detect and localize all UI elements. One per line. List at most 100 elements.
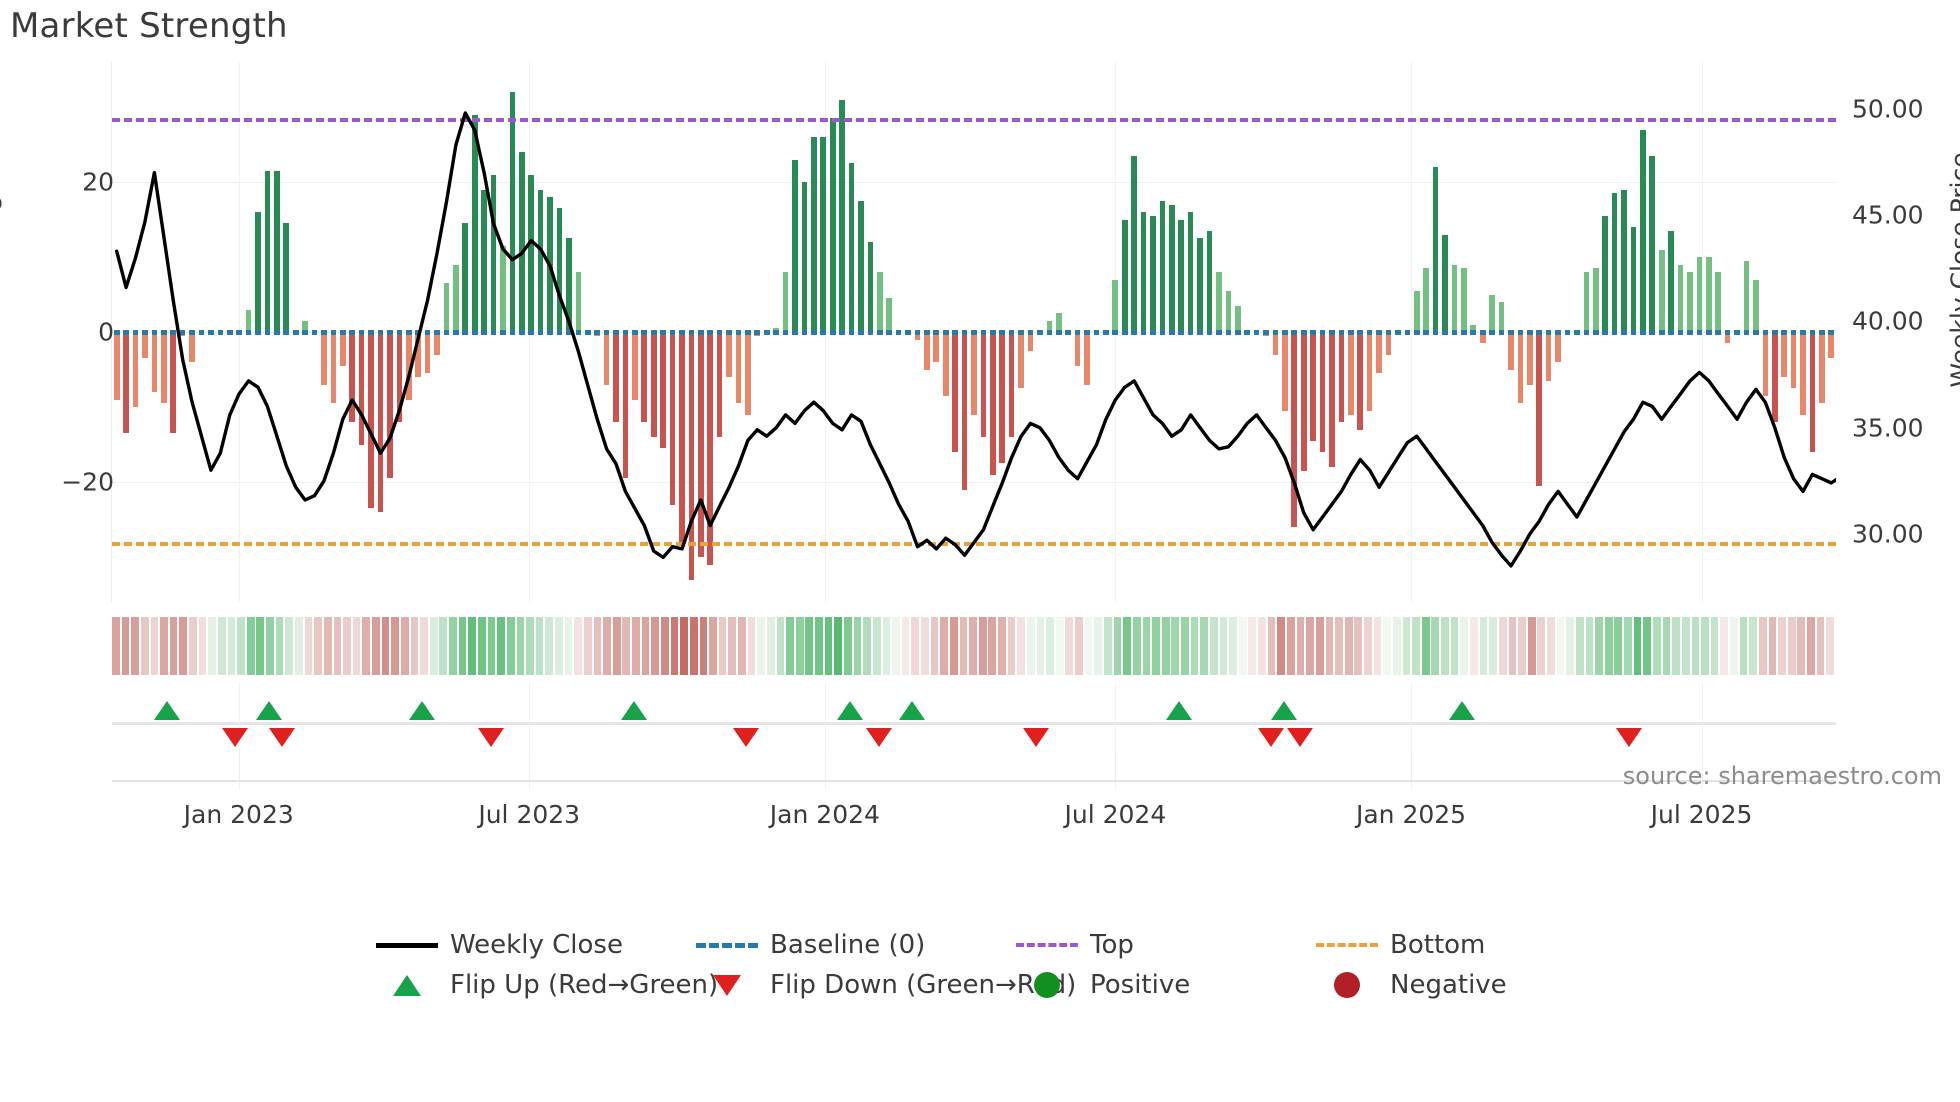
flip-up-marker[interactable] <box>1271 701 1298 720</box>
baseline-segment <box>1008 330 1015 335</box>
flip-up-marker[interactable] <box>153 701 180 720</box>
positive-bar <box>453 264 459 332</box>
heatmap-cell <box>131 617 139 675</box>
flip-down-marker[interactable] <box>1286 728 1313 747</box>
flip-up-marker[interactable] <box>1166 701 1193 720</box>
baseline-segment <box>1084 330 1090 335</box>
baseline-segment <box>170 330 177 335</box>
baseline-segment <box>1225 330 1232 335</box>
heatmap-cell <box>660 617 669 675</box>
negative-bar <box>1724 332 1731 344</box>
negative-bar <box>415 332 421 377</box>
positive-bar <box>1743 260 1750 332</box>
legend-item-line-solid-black[interactable]: Weekly Close <box>368 925 688 965</box>
negative-bar <box>387 332 393 479</box>
flip-down-marker[interactable] <box>866 728 893 747</box>
x-axis-tick <box>824 752 826 780</box>
heatmap-cell <box>1364 617 1372 675</box>
positive-bar <box>518 152 525 332</box>
negative-bar <box>735 332 742 404</box>
baseline-segment <box>952 330 958 335</box>
flip-up-marker[interactable] <box>409 701 436 720</box>
legend-item-line-dashed-blue[interactable]: Baseline (0) <box>688 925 1008 965</box>
negative-bar <box>1790 332 1797 389</box>
legend-item-dot-red[interactable]: Negative <box>1308 965 1638 1005</box>
strength-heatmap-strip <box>112 617 1836 675</box>
positive-bar <box>1131 155 1137 332</box>
heatmap-cell <box>160 617 168 675</box>
baseline-segment <box>1121 330 1128 335</box>
baseline-segment <box>311 330 318 335</box>
baseline-segment <box>613 330 619 335</box>
baseline-segment <box>914 330 921 335</box>
heatmap-cell <box>1441 617 1449 675</box>
flip-up-marker[interactable] <box>836 701 863 720</box>
baseline-segment <box>226 330 233 335</box>
flip-up-marker[interactable] <box>255 701 282 720</box>
right-axis-tick-label: 30.00 <box>1852 519 1924 549</box>
left-axis-tick-label: 20 <box>82 167 114 197</box>
baseline-segment <box>1310 330 1316 335</box>
baseline-segment <box>829 330 836 335</box>
baseline-segment <box>867 330 874 335</box>
flip-down-marker[interactable] <box>1023 728 1050 747</box>
flip-down-marker[interactable] <box>1257 728 1284 747</box>
negative-bar <box>632 332 638 400</box>
negative-bar <box>321 332 327 385</box>
heatmap-cell <box>1296 617 1305 675</box>
baseline-segment <box>236 330 242 335</box>
flip-down-marker[interactable] <box>222 728 249 747</box>
flip-up-marker[interactable] <box>898 701 925 720</box>
legend-label: Flip Up (Red→Green) <box>450 970 719 1000</box>
heatmap-cell <box>670 617 679 675</box>
positive-bar <box>1621 189 1627 332</box>
baseline-segment <box>1461 330 1467 335</box>
legend-label: Flip Down (Green→Red) <box>770 970 1077 1000</box>
baseline-segment <box>716 330 723 335</box>
baseline-segment <box>1687 330 1693 335</box>
flip-down-marker[interactable] <box>268 728 295 747</box>
baseline-segment <box>1762 330 1769 335</box>
heatmap-cell <box>593 617 602 675</box>
positive-bar <box>264 170 271 332</box>
baseline-segment <box>566 330 572 335</box>
heatmap-cell <box>1470 617 1478 675</box>
legend-item-dot-green[interactable]: Positive <box>1008 965 1308 1005</box>
heatmap-cell <box>304 617 313 675</box>
heatmap-cell <box>882 617 891 675</box>
flip-down-marker[interactable] <box>733 728 760 747</box>
legend-item-line-dashed-orange[interactable]: Bottom <box>1308 925 1638 965</box>
baseline-segment <box>518 330 525 335</box>
baseline-segment <box>584 330 591 335</box>
legend-item-triangle-up-green[interactable]: Flip Up (Red→Green) <box>368 965 718 1005</box>
heatmap-cell <box>834 617 843 675</box>
baseline-segment <box>990 330 996 335</box>
negative-bar <box>622 332 629 479</box>
baseline-segment <box>424 330 431 335</box>
negative-bar <box>339 332 346 366</box>
baseline-segment <box>1357 330 1364 335</box>
heatmap-cell <box>998 617 1006 675</box>
heatmap-cell <box>1084 617 1093 675</box>
baseline-segment <box>707 330 714 335</box>
flip-down-marker[interactable] <box>478 728 505 747</box>
flip-up-marker[interactable] <box>621 701 648 720</box>
heatmap-cell <box>1489 617 1497 675</box>
dot-red-glyph <box>1334 972 1360 998</box>
baseline-segment <box>132 330 139 335</box>
line-dashed-purple-icon <box>1008 943 1086 947</box>
legend-item-triangle-down-red[interactable]: Flip Down (Green→Red) <box>688 965 1076 1005</box>
baseline-segment <box>330 330 337 335</box>
negative-bar <box>1545 332 1552 381</box>
flip-down-marker[interactable] <box>1616 728 1643 747</box>
source-note: source: sharemaestro.com <box>1622 762 1942 790</box>
positive-bar <box>1055 313 1062 332</box>
flip-up-marker[interactable] <box>1448 701 1475 720</box>
legend-label: Negative <box>1390 970 1507 1000</box>
legend-item-line-dashed-purple[interactable]: Top <box>1008 925 1308 965</box>
positive-bar <box>556 208 563 332</box>
heatmap-cell <box>1007 617 1016 675</box>
negative-bar <box>971 332 977 415</box>
positive-bar <box>839 99 845 332</box>
baseline-segment <box>886 330 893 335</box>
